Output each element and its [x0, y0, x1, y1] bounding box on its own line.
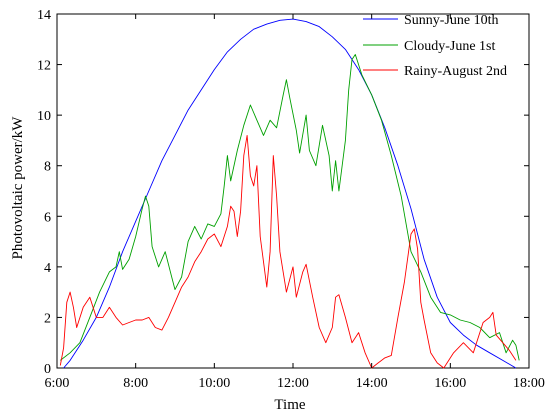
x-tick-label: 14:00 [356, 376, 388, 391]
series-line-cloudy [60, 54, 520, 361]
y-tick-label: 14 [37, 8, 51, 23]
y-tick-label: 0 [44, 362, 51, 377]
y-tick-label: 6 [44, 210, 51, 225]
x-axis-title: Time [274, 397, 305, 413]
legend-label-rainy: Rainy-August 2nd [404, 64, 507, 79]
x-tick-label: 18:00 [513, 376, 545, 391]
y-tick-label: 8 [44, 160, 51, 175]
x-tick-label: 16:00 [434, 376, 466, 391]
y-tick-label: 4 [44, 261, 51, 276]
series-line-sunny [63, 18, 517, 369]
series-line-rainy [59, 134, 517, 369]
x-tick-label: 6:00 [45, 376, 70, 391]
y-tick-label: 12 [37, 59, 51, 74]
x-tick-label: 8:00 [123, 376, 148, 391]
x-tick-label: 10:00 [198, 376, 230, 391]
legend-label-cloudy: Cloudy-June 1st [404, 39, 496, 54]
y-tick-label: 10 [37, 109, 51, 124]
legend: Sunny-June 10th Cloudy-June 1st Rainy-Au… [363, 13, 507, 79]
y-tick-label: 2 [44, 311, 51, 326]
legend-label-sunny: Sunny-June 10th [404, 13, 499, 28]
y-axis-title: Photovoltaic power/kW [10, 116, 26, 260]
ticks-layer: 6:00 8:00 10:00 12:00 14:00 16:00 18:00 0 2 4 6 8 10… [37, 8, 545, 391]
series-layer [59, 18, 520, 369]
x-tick-label: 12:00 [277, 376, 309, 391]
